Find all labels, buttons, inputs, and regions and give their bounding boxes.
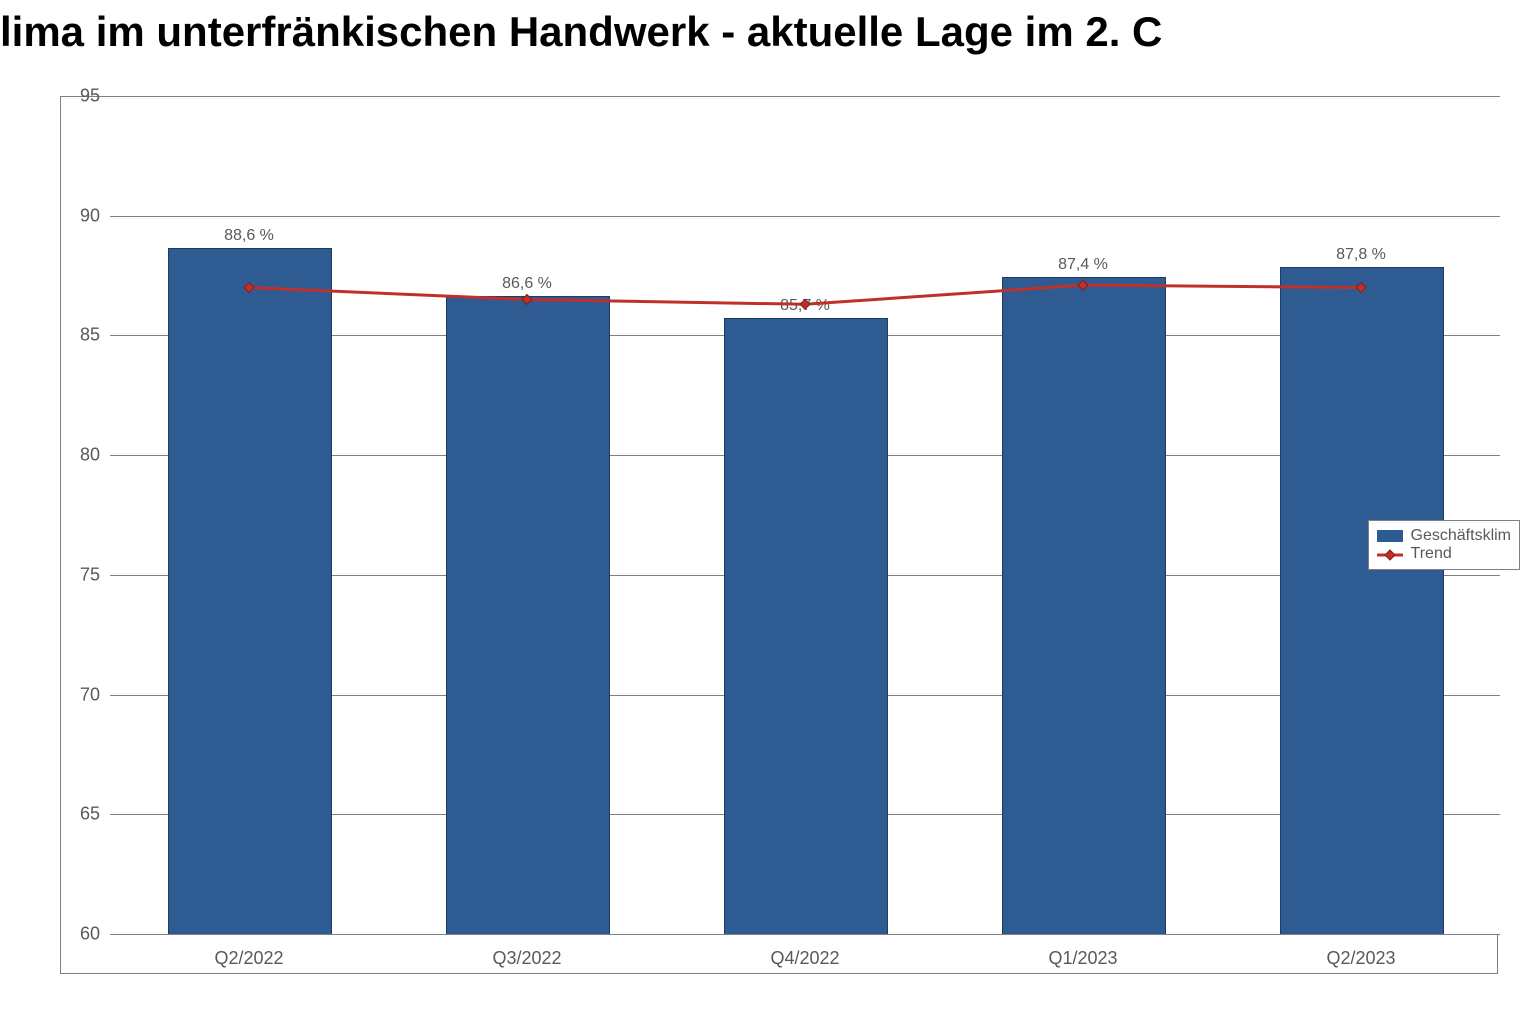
legend-item: Geschäftsklim xyxy=(1377,527,1511,545)
x-tick-label: Q1/2023 xyxy=(1048,948,1117,969)
legend: GeschäftsklimTrend xyxy=(1368,520,1520,570)
x-tick-label: Q2/2022 xyxy=(214,948,283,969)
legend-swatch-bar xyxy=(1377,530,1403,542)
y-tick-label: 65 xyxy=(60,804,100,825)
trend-line xyxy=(110,96,1500,934)
y-tick-label: 60 xyxy=(60,924,100,945)
x-tick-label: Q3/2022 xyxy=(492,948,561,969)
y-tick-label: 70 xyxy=(60,684,100,705)
x-tick-label: Q2/2023 xyxy=(1326,948,1395,969)
legend-item: Trend xyxy=(1377,545,1511,563)
y-tick-label: 80 xyxy=(60,445,100,466)
page: lima im unterfränkischen Handwerk - aktu… xyxy=(0,0,1520,1013)
chart-title: lima im unterfränkischen Handwerk - aktu… xyxy=(0,8,1520,56)
y-tick-label: 95 xyxy=(60,86,100,107)
legend-label: Trend xyxy=(1411,545,1452,563)
y-tick-label: 90 xyxy=(60,205,100,226)
y-tick-label: 75 xyxy=(60,564,100,585)
gridline xyxy=(110,934,1500,935)
plot-area: 88,6 %86,6 %85,7 %87,4 %87,8 % xyxy=(110,96,1500,934)
legend-label: Geschäftsklim xyxy=(1411,527,1511,545)
legend-swatch-line xyxy=(1377,548,1403,560)
y-tick-label: 85 xyxy=(60,325,100,346)
x-tick-label: Q4/2022 xyxy=(770,948,839,969)
